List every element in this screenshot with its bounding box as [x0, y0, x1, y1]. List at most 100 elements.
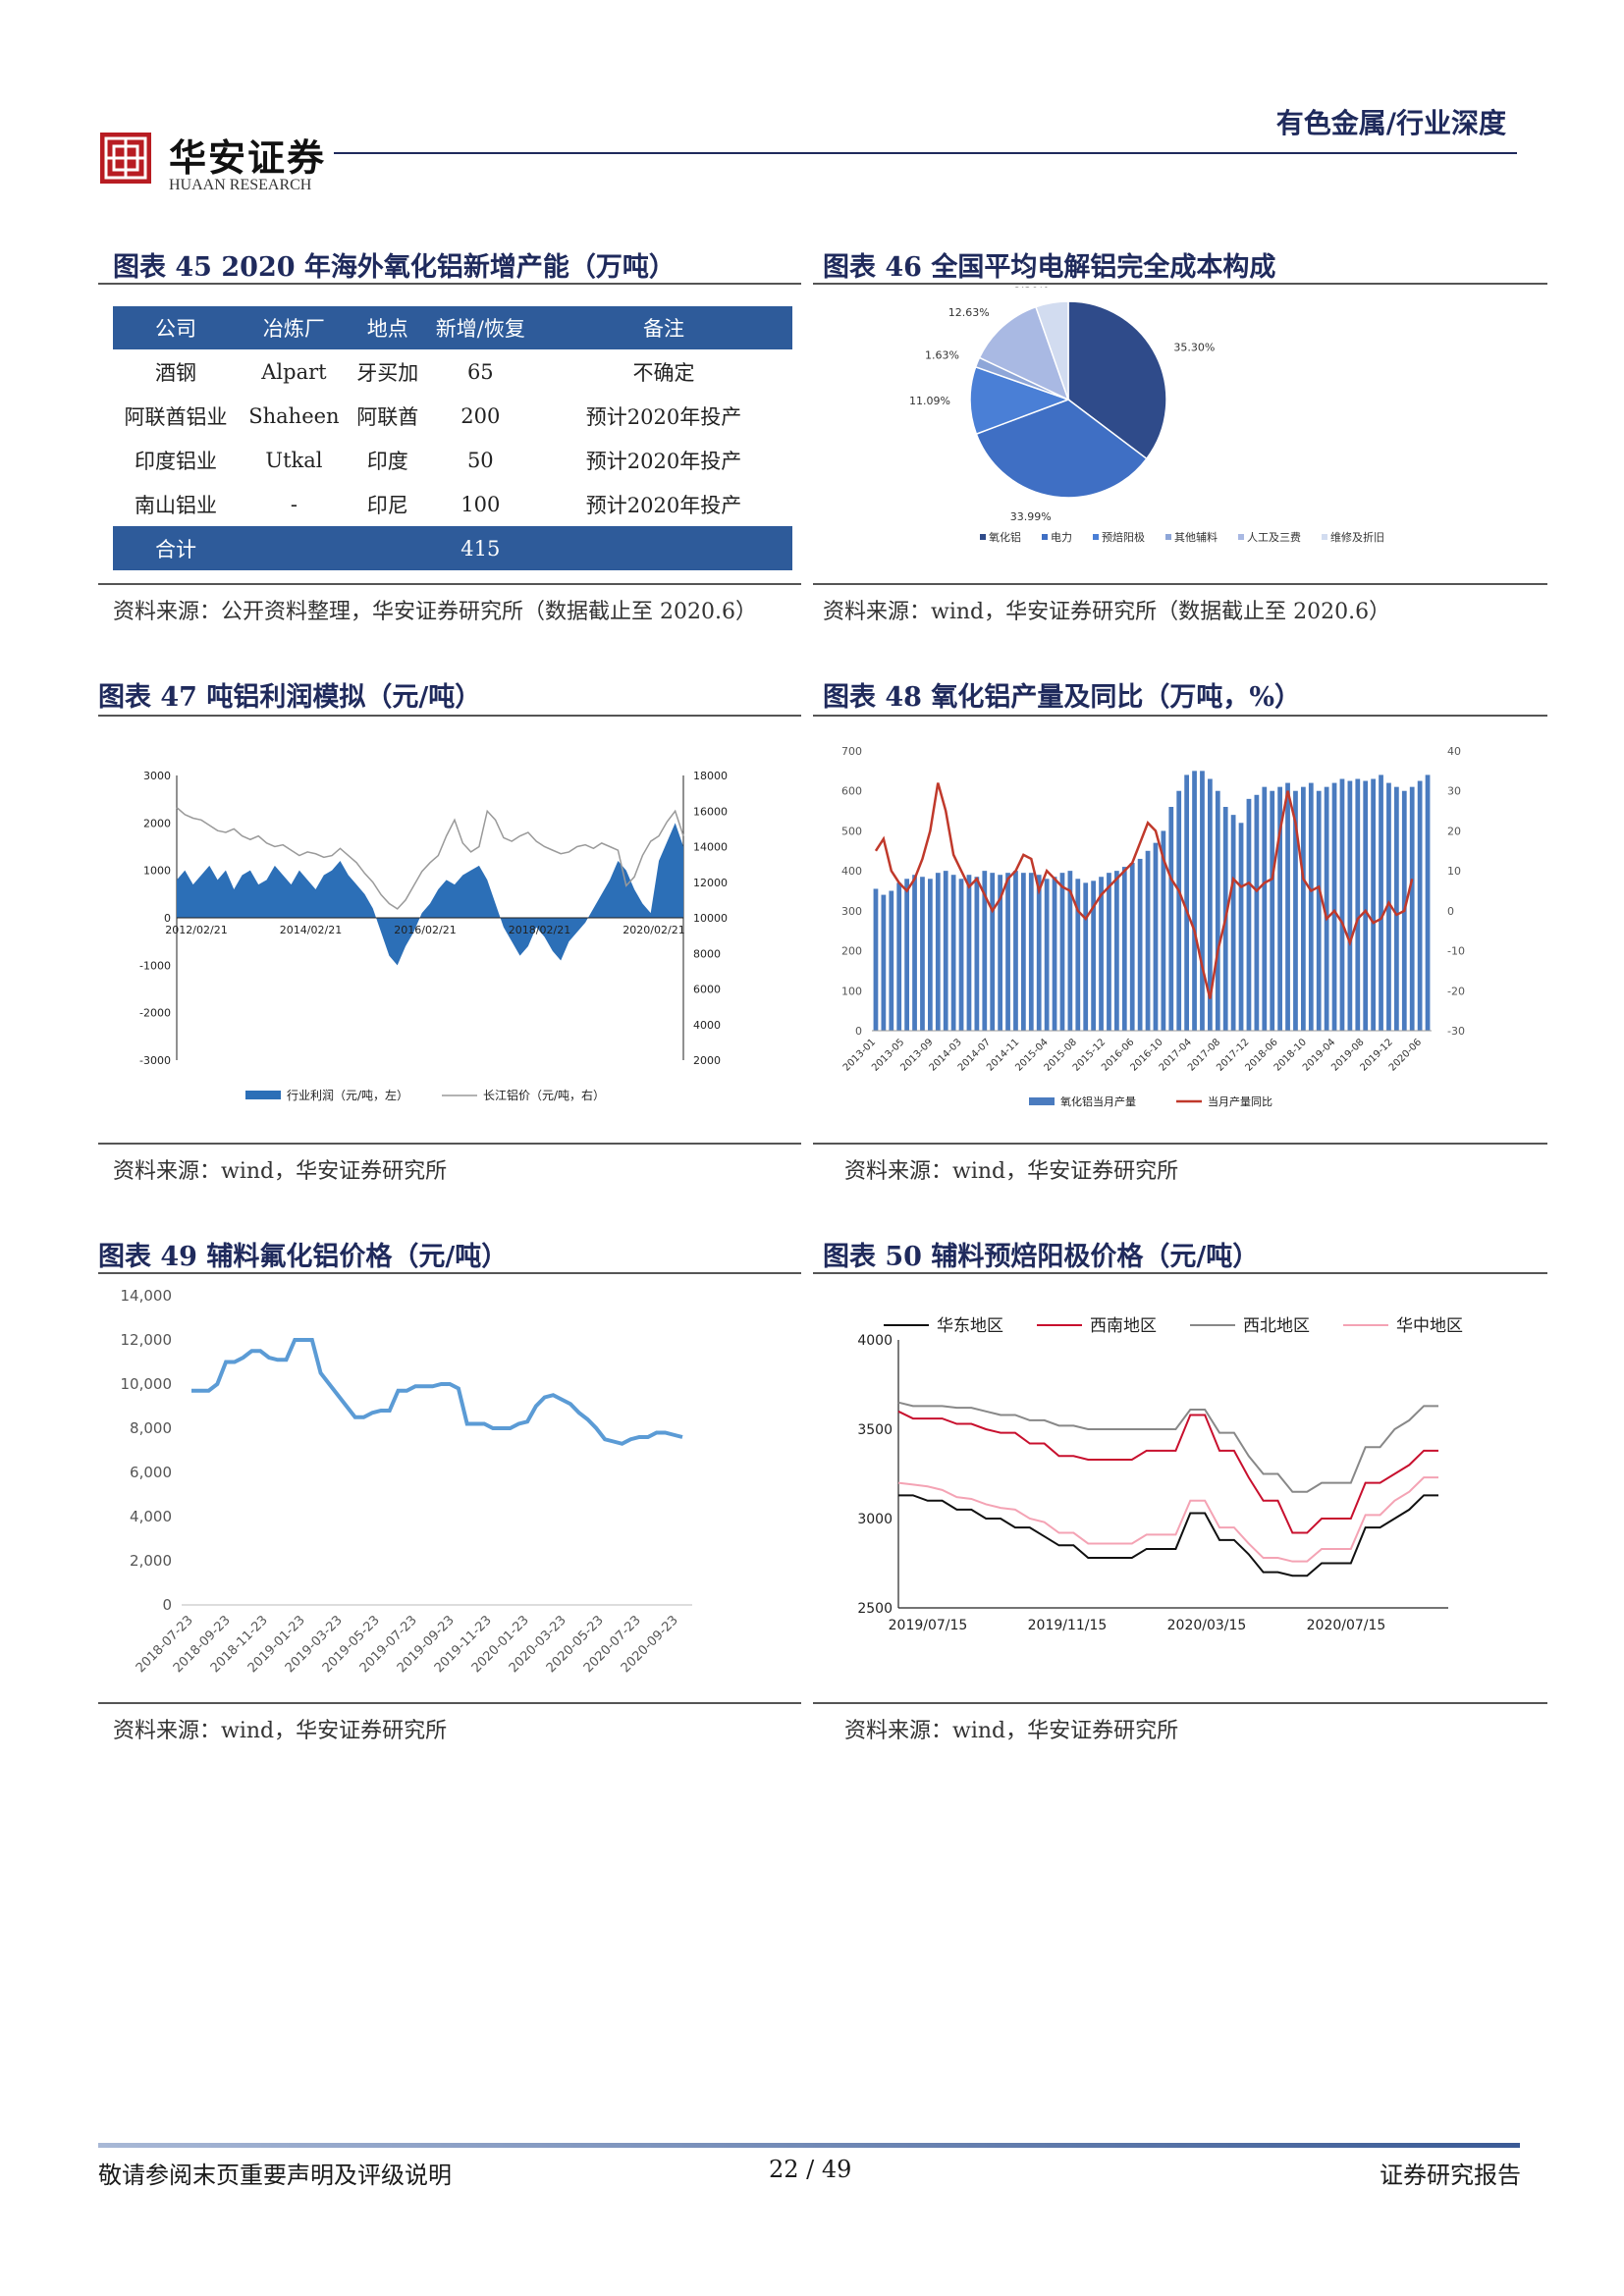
pie-slice: [975, 399, 1148, 499]
price-line-series: [897, 1476, 1438, 1563]
y-right-tick-label: 0: [1447, 905, 1454, 918]
fig47-title: 图表 47 吨铝利润模拟（元/吨）: [98, 682, 482, 713]
bar: [1254, 794, 1260, 1031]
table-cell: 印尼: [366, 493, 408, 517]
legend-label: 预焙阳极: [1102, 530, 1145, 544]
y-right-tick-label: 20: [1447, 825, 1461, 837]
legend-swatch: [1322, 534, 1327, 540]
x-tick-label: 2020/07/15: [1307, 1618, 1386, 1633]
table-cell: 印度铝业: [135, 449, 217, 473]
y-left-tick-label: 0: [164, 912, 171, 925]
y-right-tick-label: 2000: [693, 1054, 721, 1067]
header-divider: [334, 152, 1517, 154]
legend-swatch: [1093, 534, 1099, 540]
bar: [1363, 780, 1369, 1031]
fig48-bottom-rule: [813, 1143, 1547, 1145]
bar: [1293, 790, 1298, 1031]
y-left-tick-label: -2000: [139, 1007, 171, 1020]
footer-report-type: 证券研究报告: [1380, 2162, 1521, 2189]
bar: [1059, 873, 1065, 1031]
table-header-cell: 备注: [535, 306, 792, 349]
table-header-cell: 公司: [113, 306, 239, 349]
y-right-tick-label: 4000: [693, 1019, 721, 1032]
table-cell: 酒钢: [155, 360, 196, 385]
y-tick-label: 14,000: [121, 1287, 173, 1305]
bar: [1137, 858, 1143, 1031]
bar: [1316, 790, 1322, 1031]
bar: [1168, 807, 1174, 1031]
y-tick-label: 6,000: [130, 1464, 172, 1481]
x-tick-label: 2019/07/15: [889, 1618, 968, 1633]
logo-text-en: HUAAN RESEARCH: [169, 177, 312, 193]
bar: [1386, 782, 1391, 1031]
table-cell: 预计2020年投产: [585, 404, 742, 429]
y-left-tick-label: 600: [841, 785, 862, 798]
bar: [1036, 875, 1042, 1031]
y-right-tick-label: 10000: [693, 912, 728, 925]
bar: [1145, 850, 1151, 1031]
bar: [1371, 778, 1376, 1031]
pie-slice: [1034, 300, 1069, 400]
y-tick-label: 2,000: [130, 1552, 172, 1570]
bar: [1107, 873, 1111, 1031]
bar: [920, 877, 925, 1031]
table-cell: 阿联酋铝业: [124, 404, 228, 429]
bar: [1347, 780, 1353, 1031]
y-tick-label: 12,000: [121, 1331, 173, 1349]
pie-slice: [969, 365, 1071, 436]
y-tick-label: 2500: [857, 1601, 893, 1617]
y-tick-label: 0: [162, 1596, 172, 1614]
y-right-tick-label: 40: [1447, 745, 1461, 758]
y-left-tick-label: 700: [841, 745, 862, 758]
bar: [982, 871, 988, 1031]
legend-swatch: [980, 534, 986, 540]
table-row: 南山铝业 - 印尼 100 预计2020年投产: [113, 482, 792, 526]
table-row: 阿联酋铝业 Shaheen 阿联酋 200 预计2020年投产: [113, 394, 792, 438]
legend-swatch: [1042, 534, 1048, 540]
bar: [904, 879, 909, 1031]
pie-slice: [1067, 300, 1167, 460]
table-row: 印度铝业 Utkal 印度 50 预计2020年投产: [113, 438, 792, 482]
bar: [950, 875, 956, 1031]
table-total-row: 合计 415: [113, 526, 792, 570]
fig49-chart: 14,00012,00010,0008,0006,0004,0002,00002…: [121, 1287, 692, 1676]
fig49-bottom-rule: [98, 1702, 801, 1704]
legend-label: 华中地区: [1396, 1316, 1463, 1336]
bar: [1208, 778, 1213, 1031]
fig50-title: 图表 50 辅料预焙阳极价格（元/吨）: [823, 1242, 1260, 1272]
bar: [1425, 774, 1431, 1031]
y-right-tick-label: 16000: [693, 805, 728, 818]
y-right-tick-label: -20: [1447, 985, 1465, 997]
bar: [1083, 882, 1089, 1031]
bar: [873, 888, 879, 1031]
y-tick-label: 8,000: [130, 1419, 172, 1437]
bar: [1075, 879, 1081, 1031]
bar: [1308, 782, 1314, 1031]
legend-label: 维修及折旧: [1330, 530, 1384, 544]
bar: [912, 875, 917, 1031]
pie-slice-label: 35.30%: [1173, 342, 1215, 354]
bar: [943, 871, 948, 1031]
pie-slice-label: 5.36%: [1014, 287, 1049, 291]
y-right-tick-label: 6000: [693, 984, 721, 996]
price-line-series: [191, 1338, 683, 1446]
y-right-tick-label: 12000: [693, 877, 728, 889]
bar: [1091, 881, 1096, 1031]
table-cell: 南山铝业: [135, 493, 217, 517]
legend-label: 其他辅料: [1174, 530, 1218, 544]
price-line-series: [897, 1410, 1438, 1534]
table-header-row: 公司 冶炼厂 地点 新增/恢复 备注: [113, 306, 792, 349]
bar: [1215, 790, 1220, 1031]
bar: [1246, 798, 1252, 1031]
bar: [1192, 771, 1197, 1031]
y-left-tick-label: 500: [841, 825, 862, 837]
fig46-source: 资料来源：wind，华安证券研究所（数据截止至 2020.6）: [823, 600, 1391, 624]
table-cell: 100: [460, 492, 501, 516]
fig46-pie-chart: 35.30% 33.99% 11.09% 1.63% 12.63% 5.36% 氧化铝 电力 预…: [909, 287, 1384, 544]
pie-slice: [978, 305, 1070, 401]
bar: [1379, 774, 1383, 1031]
y-left-tick-label: -3000: [139, 1054, 171, 1067]
y-left-tick-label: 200: [841, 945, 862, 958]
table-cell: Utkal: [265, 448, 323, 472]
